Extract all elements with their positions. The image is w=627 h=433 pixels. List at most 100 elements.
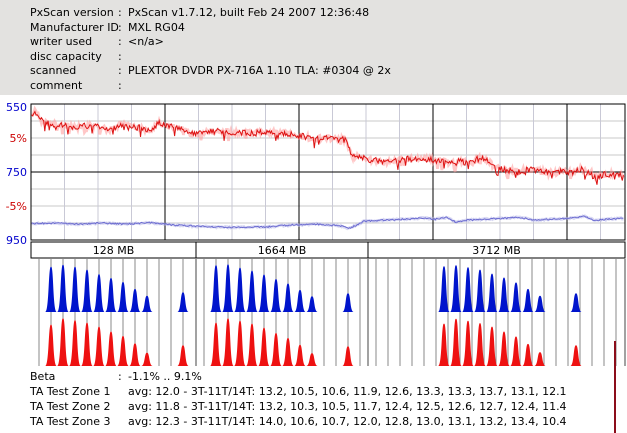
- window-edge-line: [614, 341, 616, 433]
- result-value: -1.1% .. 9.1%: [128, 370, 202, 383]
- info-value: PxScan v1.7.12, built Feb 24 2007 12:36:…: [128, 6, 370, 19]
- chart-canvas: 550 5% 750 -5% 950 128 MB 1664 MB 3712 MB: [6, 101, 626, 366]
- y-axis-labels: 550 5% 750 -5% 950: [6, 101, 27, 247]
- blue-peak-10T: [294, 289, 306, 312]
- histogram-zone-1: [38, 259, 197, 366]
- red-peak-9T: [510, 336, 522, 366]
- result-row-beta: Beta: -1.1% .. 9.1%: [30, 369, 620, 384]
- result-label: TA Test Zone 3: [30, 415, 111, 428]
- red-peak-14T: [570, 345, 582, 366]
- red-peak-7T: [258, 327, 270, 366]
- blue-peak-11T: [141, 295, 153, 312]
- info-separator: :: [118, 6, 122, 19]
- info-label: disc capacity: [30, 49, 102, 63]
- result-row-zone-1: TA Test Zone 1 avg: 12.0 - 3T-11T/14T: 13…: [30, 384, 620, 399]
- blue-peak-6T: [474, 269, 486, 312]
- blue-peak-14T: [342, 293, 354, 312]
- blue-peak-4T: [57, 264, 69, 312]
- info-label: Manufacturer ID: [30, 20, 119, 34]
- result-label: TA Test Zone 1: [30, 385, 111, 398]
- blue-peak-6T: [81, 269, 93, 312]
- blue-peak-9T: [282, 283, 294, 312]
- red-peak-9T: [282, 337, 294, 366]
- y-axis-label: -5%: [6, 200, 27, 213]
- blue-peak-11T: [534, 295, 546, 312]
- red-peak-9T: [117, 335, 129, 366]
- x-section-label: 128 MB: [93, 244, 135, 257]
- red-peak-8T: [105, 331, 117, 366]
- x-section-label: 3712 MB: [472, 244, 521, 257]
- blue-peak-5T: [462, 267, 474, 312]
- y-axis-label: 5%: [10, 132, 27, 145]
- info-row-version: PxScan version: PxScan v1.7.12, built Feb…: [30, 6, 627, 21]
- info-row-comment: comment:: [30, 79, 627, 94]
- red-peak-5T: [69, 320, 81, 366]
- result-value: avg: 12.3 - 3T-11T/14T: 14.0, 10.6, 10.7…: [128, 415, 567, 428]
- red-peak-4T: [222, 318, 234, 366]
- blue-peak-11T: [306, 296, 318, 312]
- histogram-zones: [38, 259, 626, 366]
- red-peak-5T: [234, 320, 246, 366]
- info-label: comment: [30, 78, 83, 92]
- red-peak-10T: [129, 343, 141, 366]
- red-peak-4T: [57, 318, 69, 366]
- info-separator: :: [118, 20, 122, 34]
- ta-results-footer: Beta: -1.1% .. 9.1% TA Test Zone 1 avg: 12…: [30, 369, 620, 429]
- red-peak-7T: [486, 326, 498, 366]
- scan-info-header: PxScan version: PxScan v1.7.12, built Feb…: [0, 0, 627, 95]
- result-separator: [118, 414, 128, 429]
- blue-peak-14T: [570, 293, 582, 312]
- result-row-zone-2: TA Test Zone 2 avg: 11.8 - 3T-11T/14T: 13…: [30, 399, 620, 414]
- red-peak-11T: [306, 353, 318, 366]
- y-axis-label: 950: [6, 234, 27, 247]
- blue-peak-14T: [177, 292, 189, 312]
- histogram-zone-3: [375, 259, 626, 366]
- red-peak-14T: [177, 345, 189, 366]
- blue-peak-3T: [45, 266, 57, 312]
- x-section-label: 1664 MB: [258, 244, 307, 257]
- blue-peak-8T: [270, 279, 282, 312]
- beta-trace: [31, 105, 625, 185]
- result-label: TA Test Zone 2: [30, 400, 111, 413]
- blue-peak-5T: [234, 267, 246, 312]
- info-label: PxScan version: [30, 6, 114, 19]
- result-separator: [118, 399, 128, 414]
- red-peak-3T: [45, 324, 57, 366]
- histogram-zone-2: [203, 259, 369, 366]
- info-row-manufacturer: Manufacturer ID: MXL RG04: [30, 21, 627, 36]
- blue-peak-3T: [438, 266, 450, 312]
- info-separator: :: [118, 78, 122, 92]
- blue-peak-5T: [69, 266, 81, 312]
- blue-peak-7T: [486, 273, 498, 312]
- result-separator: [118, 384, 128, 399]
- info-row-capacity: disc capacity:: [30, 50, 627, 65]
- red-peak-10T: [522, 343, 534, 366]
- red-peak-6T: [474, 323, 486, 366]
- blue-peak-7T: [93, 274, 105, 312]
- red-peak-3T: [210, 322, 222, 366]
- result-value: avg: 11.8 - 3T-11T/14T: 13.2, 10.3, 10.5…: [128, 400, 567, 413]
- blue-peak-4T: [222, 264, 234, 312]
- ta-scan-chart: 550 5% 750 -5% 950 128 MB 1664 MB 3712 MB: [0, 95, 627, 368]
- info-separator: :: [118, 35, 122, 49]
- blue-peak-10T: [129, 288, 141, 312]
- blue-peak-7T: [258, 274, 270, 312]
- blue-peak-9T: [510, 282, 522, 312]
- info-value: MXL RG04: [128, 20, 185, 34]
- red-peak-7T: [93, 326, 105, 366]
- red-peak-14T: [342, 346, 354, 366]
- red-peak-11T: [141, 352, 153, 366]
- info-value: [128, 79, 627, 94]
- info-value: <n/a>: [128, 35, 164, 49]
- blue-peak-8T: [498, 277, 510, 312]
- info-value: [128, 50, 627, 65]
- info-label: scanned: [30, 64, 77, 78]
- blue-peak-9T: [117, 281, 129, 312]
- blue-peak-8T: [105, 278, 117, 312]
- red-peak-4T: [450, 318, 462, 366]
- capacity-axis: 128 MB 1664 MB 3712 MB: [30, 241, 626, 259]
- y-axis-label: 750: [6, 166, 27, 179]
- secondary-trace: [31, 214, 624, 231]
- result-value: avg: 12.0 - 3T-11T/14T: 13.2, 10.5, 10.6…: [128, 385, 567, 398]
